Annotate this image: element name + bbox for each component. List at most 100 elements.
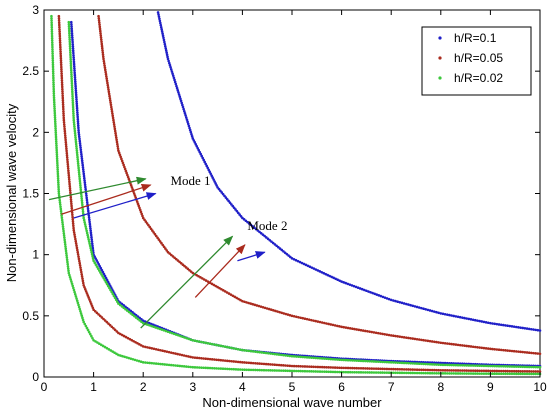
data-point <box>78 179 82 183</box>
data-point <box>92 339 95 342</box>
data-point <box>68 275 72 279</box>
data-point <box>385 297 389 300</box>
data-point <box>80 201 84 205</box>
data-point <box>81 168 85 171</box>
data-point <box>122 163 125 167</box>
data-point <box>67 178 71 181</box>
data-point <box>307 356 311 359</box>
data-point <box>50 34 54 38</box>
data-point <box>407 336 410 340</box>
data-point <box>72 231 76 234</box>
data-point <box>316 356 320 360</box>
data-point <box>70 204 73 208</box>
data-point <box>525 351 529 354</box>
data-point <box>55 159 59 163</box>
data-point <box>407 368 410 371</box>
data-point <box>241 348 244 352</box>
data-point <box>504 349 507 352</box>
x-tick-label: 1 <box>90 380 97 394</box>
data-point <box>73 125 76 128</box>
data-point <box>370 367 374 370</box>
data-point <box>213 366 216 370</box>
data-point <box>279 363 283 367</box>
data-point <box>297 355 300 358</box>
data-point <box>381 360 384 364</box>
data-point <box>116 145 119 148</box>
data-point <box>405 361 408 365</box>
data-point <box>443 363 447 367</box>
data-point <box>89 229 92 232</box>
data-point <box>70 29 74 33</box>
data-point <box>241 368 244 371</box>
data-point <box>63 134 67 137</box>
data-point <box>82 216 85 220</box>
data-point <box>478 372 481 375</box>
data-point <box>104 72 108 76</box>
data-point <box>210 282 214 286</box>
data-point <box>445 369 449 372</box>
data-point <box>68 42 72 46</box>
data-point <box>67 173 71 177</box>
data-point <box>105 346 109 350</box>
data-point <box>64 136 67 140</box>
data-point <box>77 303 80 307</box>
data-point <box>512 372 516 376</box>
data-point <box>263 306 267 310</box>
data-point <box>112 327 115 330</box>
data-point <box>228 367 231 371</box>
data-point <box>177 334 180 337</box>
data-point <box>87 214 91 217</box>
data-point <box>370 360 374 363</box>
data-point <box>96 341 99 344</box>
data-point <box>107 90 111 93</box>
data-point <box>177 93 181 96</box>
data-point <box>329 370 333 374</box>
data-point <box>299 316 302 320</box>
data-point <box>70 23 73 26</box>
data-point <box>465 372 468 375</box>
data-point <box>81 279 85 283</box>
data-point <box>441 363 445 367</box>
data-point <box>443 361 447 365</box>
data-point <box>111 350 114 353</box>
data-point <box>67 20 71 24</box>
data-point <box>105 282 109 286</box>
data-point <box>72 288 76 292</box>
data-point <box>109 288 112 292</box>
data-point <box>75 147 78 150</box>
data-point <box>383 360 387 364</box>
data-point <box>185 354 188 358</box>
data-point <box>50 30 54 33</box>
annotation-mode-1: Mode 1 <box>48 173 211 219</box>
data-point <box>59 54 63 58</box>
data-point <box>186 122 190 126</box>
data-point <box>161 32 164 35</box>
data-point <box>275 353 279 356</box>
data-point <box>59 61 63 64</box>
data-point <box>361 367 365 370</box>
data-point <box>149 227 153 231</box>
data-point <box>257 304 261 308</box>
data-point <box>474 372 477 375</box>
data-point <box>467 372 471 375</box>
data-point <box>110 107 113 111</box>
data-point <box>223 345 227 348</box>
data-point <box>166 330 170 334</box>
data-point <box>239 298 242 302</box>
data-point <box>538 365 542 369</box>
data-point <box>392 367 395 371</box>
data-point <box>68 47 72 50</box>
data-point <box>71 107 75 111</box>
data-point <box>342 366 346 370</box>
data-point <box>525 372 529 376</box>
data-point <box>58 43 62 47</box>
data-point <box>64 245 67 248</box>
data-point <box>89 227 92 230</box>
data-point <box>127 356 131 360</box>
data-point <box>58 203 62 206</box>
data-point <box>62 234 66 237</box>
data-point <box>80 197 83 200</box>
data-point <box>219 358 223 362</box>
data-point <box>85 200 89 204</box>
data-point <box>162 329 166 332</box>
